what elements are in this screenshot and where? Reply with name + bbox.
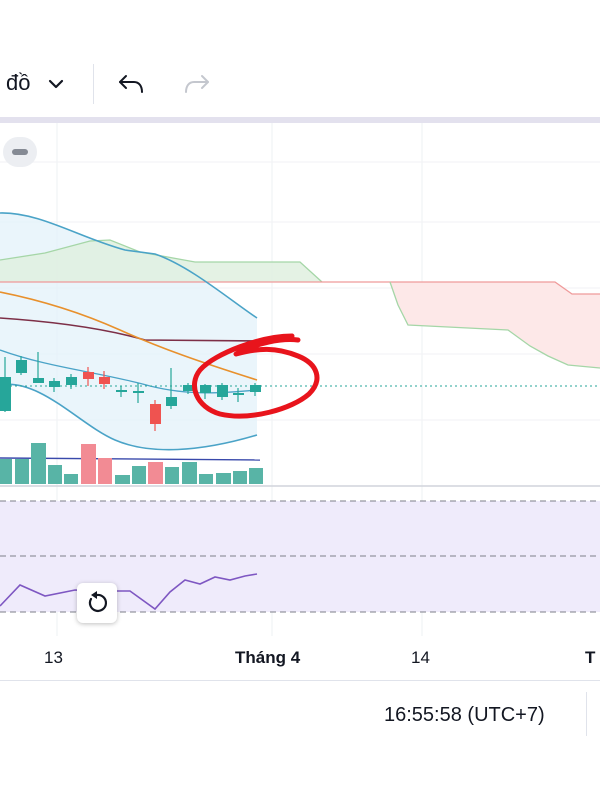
time-tick-month: Tháng 4 [235,648,301,667]
candle [83,372,94,379]
volume-bar [216,473,231,484]
candle [183,385,194,391]
ema-line [0,291,258,381]
candle [133,391,144,393]
redo-icon[interactable] [180,68,214,102]
undo-icon[interactable] [114,68,148,102]
status-separator [586,692,587,736]
candle [49,381,60,387]
volume-bar [64,474,78,484]
price-chart[interactable] [0,123,600,680]
candle [116,390,127,392]
volume-bar [115,475,130,484]
ichimoku-span-a-right [389,281,600,369]
volume-bar [132,466,146,484]
candle [0,377,11,411]
reset-chart-button[interactable] [77,583,117,623]
volume-bar [148,462,163,484]
ichimoku-span-b-right [390,281,600,295]
time-axis: 13 Tháng 4 14 T [0,636,600,680]
volume-bar [165,467,179,484]
minus-icon [12,149,28,155]
volume-bar [0,459,12,484]
volume-bar [249,468,263,484]
toolbar-separator [93,64,94,104]
rsi-line [0,573,258,611]
clock-readout[interactable]: 16:55:58 (UTC+7) [384,704,545,726]
time-tick-truncated: T [585,648,596,667]
bollinger-lower [0,383,258,451]
candle [66,377,77,385]
chevron-down-icon[interactable] [46,74,66,94]
annotation-circle [192,333,320,419]
bollinger-upper [0,212,258,319]
candle [16,360,27,373]
time-tick-13: 13 [44,648,63,667]
volume-bar [48,465,62,484]
candle [250,385,261,392]
volume-bar [199,474,213,484]
candle [166,397,177,406]
volume-bar [81,444,96,484]
candle [33,378,44,383]
volume-bar [98,458,112,484]
candle [217,385,228,397]
candle [200,385,211,393]
candle [233,393,244,395]
volume-bar [182,462,197,484]
volume-bars [0,443,263,484]
toolbar-divider [0,117,600,123]
candle [150,404,161,424]
ichimoku-cloud-bull [0,240,322,282]
reset-icon [88,591,108,612]
candle [99,377,110,384]
volume-bar [15,459,29,484]
candles [0,352,261,431]
status-divider [0,680,600,681]
time-tick-14: 14 [411,648,430,667]
chart-toolbar: đồ [0,0,600,118]
chart-type-label[interactable]: đồ [6,70,31,95]
collapse-button[interactable] [3,137,37,167]
ichimoku-cloud-bear [390,282,600,368]
volume-bar [233,471,247,484]
volume-bar [31,443,46,484]
